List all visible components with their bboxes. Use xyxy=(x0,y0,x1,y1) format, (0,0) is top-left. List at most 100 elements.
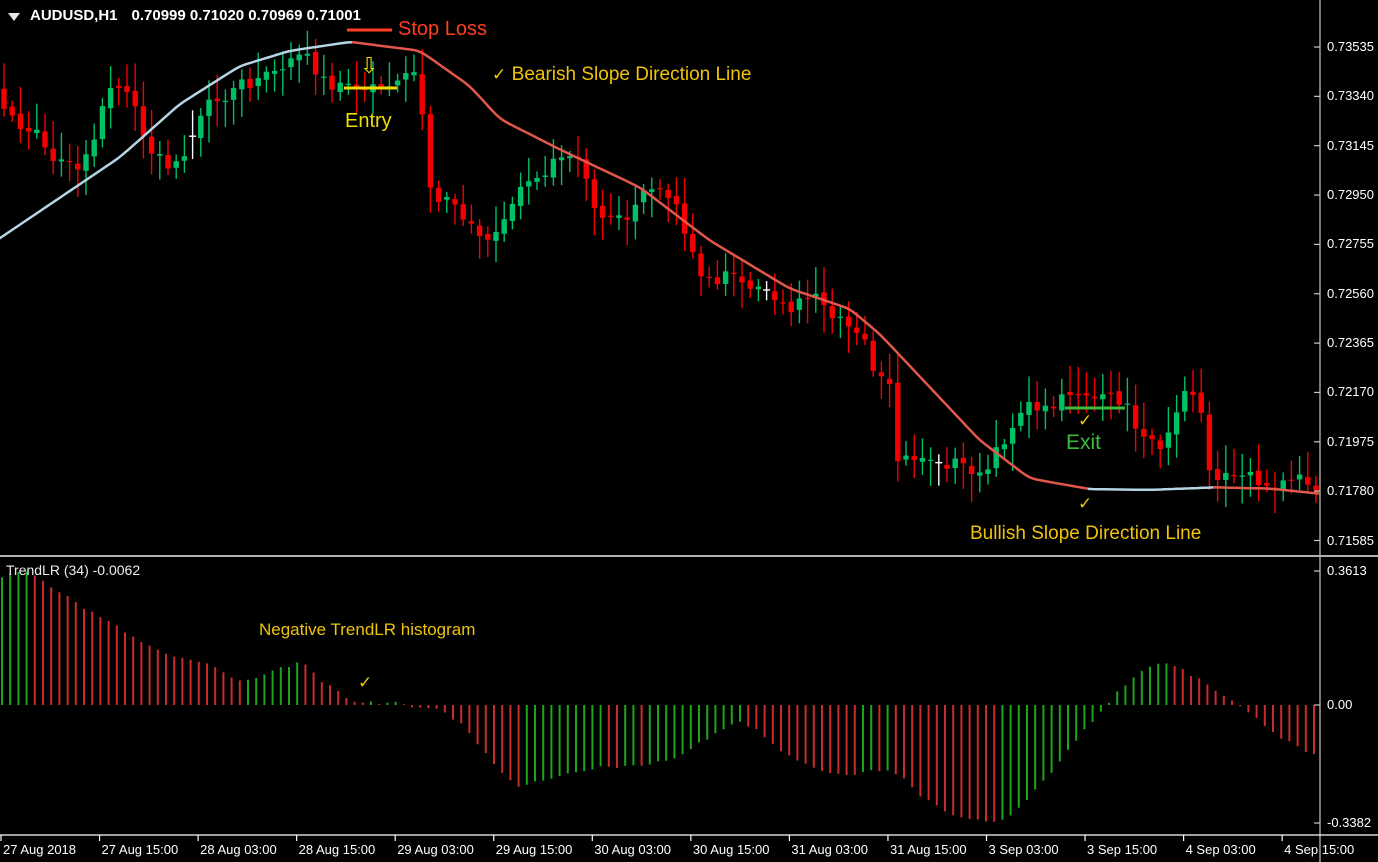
bullish-check-icon[interactable]: ✓ xyxy=(1078,494,1093,514)
negative-histogram-label[interactable]: Negative TrendLR histogram xyxy=(259,620,476,639)
candle xyxy=(321,54,327,96)
time-tick-label: 31 Aug 15:00 xyxy=(889,842,967,857)
candle xyxy=(1083,372,1090,413)
candle xyxy=(870,330,876,377)
candle xyxy=(485,226,491,257)
candle xyxy=(968,456,975,502)
price-tick-label: 0.73535 xyxy=(1327,39,1374,54)
time-tick-label: 4 Sep 15:00 xyxy=(1284,842,1355,857)
candle xyxy=(493,206,499,263)
candle xyxy=(583,148,589,201)
candle xyxy=(1223,445,1229,508)
candle xyxy=(1050,396,1057,418)
stop-loss-label[interactable]: Stop Loss xyxy=(398,18,487,40)
candle xyxy=(403,56,409,102)
candle xyxy=(813,267,819,313)
candle xyxy=(214,74,220,127)
candle xyxy=(878,361,885,399)
candle xyxy=(632,184,639,240)
candle xyxy=(378,76,384,95)
candle xyxy=(1313,475,1319,503)
candle xyxy=(1018,401,1024,432)
price-tick-label: 0.71585 xyxy=(1327,532,1374,548)
candle xyxy=(66,143,73,182)
candle xyxy=(50,121,56,175)
candle xyxy=(1288,460,1295,494)
candle xyxy=(34,103,40,139)
candle xyxy=(665,183,671,223)
candle xyxy=(1116,371,1122,414)
candle xyxy=(83,140,89,196)
candle xyxy=(58,132,65,177)
candle xyxy=(509,196,516,230)
entry-arrow-icon[interactable]: ⇩ xyxy=(360,54,379,79)
candle xyxy=(960,442,967,489)
candle xyxy=(181,135,188,173)
candle xyxy=(116,77,122,106)
candle xyxy=(706,266,712,288)
candle xyxy=(854,311,860,346)
exit-label[interactable]: Exit xyxy=(1066,431,1102,454)
candle xyxy=(935,454,943,486)
indicator-name-label: TrendLR (34) -0.0062 xyxy=(6,562,141,578)
candle xyxy=(1141,402,1147,459)
annotation-text: Bearish Slope Direction Line xyxy=(511,64,752,85)
candle xyxy=(75,146,81,197)
candle xyxy=(927,447,934,486)
candle xyxy=(1091,378,1098,412)
candle xyxy=(1100,374,1106,421)
candle xyxy=(427,105,434,213)
time-tick-label: 27 Aug 2018 xyxy=(3,842,77,857)
candle xyxy=(944,447,950,483)
candle xyxy=(394,73,401,93)
candle xyxy=(476,219,483,259)
candle xyxy=(271,59,278,92)
candle xyxy=(1157,434,1163,469)
price-tick-label: 0.72170 xyxy=(1327,384,1374,400)
candle xyxy=(42,113,48,156)
time-tick-label: 29 Aug 15:00 xyxy=(495,842,573,857)
candle xyxy=(804,279,811,324)
candle xyxy=(788,283,794,327)
exit-check-icon[interactable]: ✓ xyxy=(1078,411,1093,431)
candle xyxy=(222,89,229,127)
candle xyxy=(1247,458,1254,497)
candle xyxy=(1075,366,1081,415)
bearish-sdl-label[interactable]: ✓ Bearish Slope Direction Line xyxy=(492,65,751,84)
candle xyxy=(1108,370,1114,420)
price-tick-label: 0.72365 xyxy=(1327,335,1374,351)
candle xyxy=(681,178,688,251)
quote-ohlc-label: 0.70999 0.71020 0.70969 0.71001 xyxy=(131,7,361,24)
candle xyxy=(1272,472,1278,514)
entry-label[interactable]: Entry xyxy=(345,110,392,132)
candle xyxy=(148,110,155,175)
candle xyxy=(993,419,999,477)
candle xyxy=(1149,428,1155,456)
candle xyxy=(468,204,475,234)
negative-histogram-check-icon[interactable]: ✓ xyxy=(358,673,373,693)
candle xyxy=(1009,413,1016,472)
candle xyxy=(747,271,753,298)
bullish-sdl-label[interactable]: Bullish Slope Direction Line xyxy=(970,523,1202,544)
candle xyxy=(230,81,237,125)
slope-direction-line xyxy=(351,41,1091,491)
candle xyxy=(444,191,450,214)
candle xyxy=(1198,368,1204,423)
time-tick-label: 30 Aug 15:00 xyxy=(692,842,770,857)
candle xyxy=(1034,381,1040,430)
candle xyxy=(280,51,286,96)
time-tick-label: 4 Sep 03:00 xyxy=(1185,842,1256,857)
candle xyxy=(755,278,762,302)
time-tick-label: 28 Aug 03:00 xyxy=(200,842,277,857)
candle xyxy=(345,68,352,95)
candle xyxy=(124,64,130,108)
candle xyxy=(165,139,171,175)
candle xyxy=(977,452,983,493)
candle xyxy=(542,155,548,187)
symbol-period-label: AUDUSD,H1 xyxy=(30,7,118,24)
price-tick-label: 0.73145 xyxy=(1327,137,1374,153)
candle xyxy=(1165,407,1172,466)
time-tick-label: 27 Aug 15:00 xyxy=(101,842,179,857)
